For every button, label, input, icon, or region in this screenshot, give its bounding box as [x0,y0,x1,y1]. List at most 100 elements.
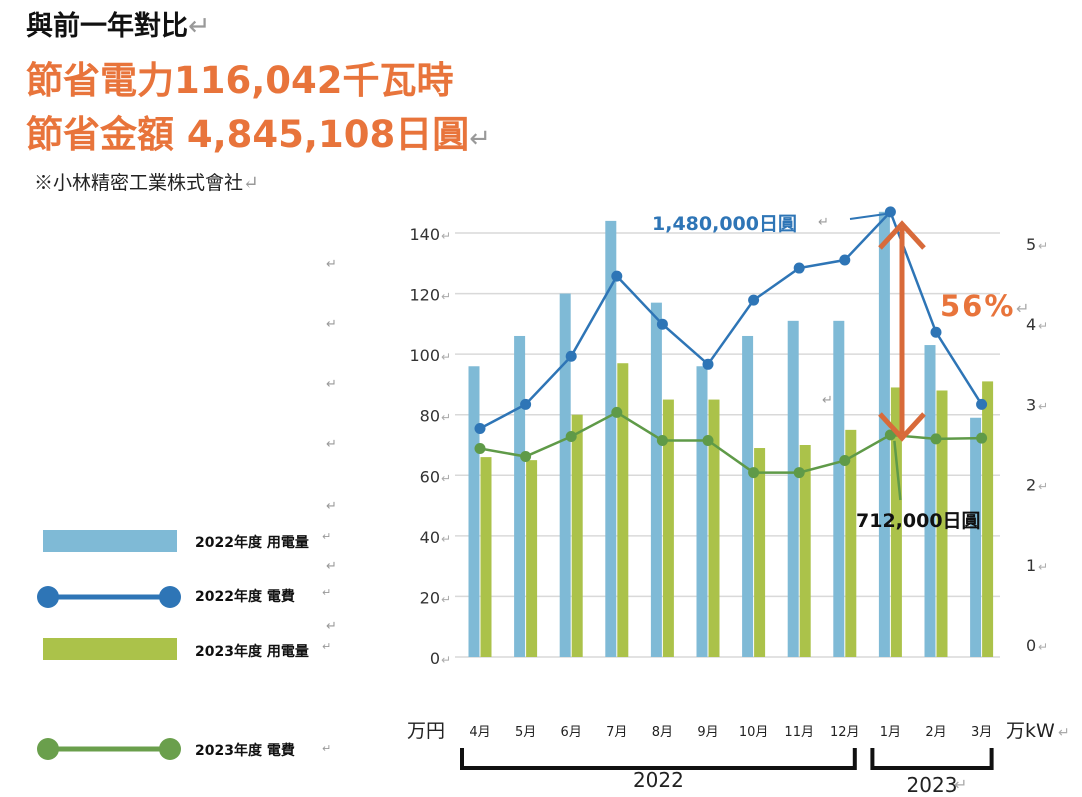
cost-saving-headline: 節省金額 4,845,108日圓↵ [26,113,492,156]
return-mark: ↵ [322,640,331,653]
x-tick-label: 4月 [469,725,490,740]
bar-2022-usage [742,335,754,657]
year-label: 2023 [907,773,958,797]
return-mark: ↵ [326,499,337,514]
left-tick-label: 40 [420,528,440,547]
bar-2023-usage [662,399,674,657]
return-mark: ↵ [954,775,967,794]
return-mark: ↵ [441,229,451,243]
cost-2023-point [520,451,532,463]
bar-2023-usage [799,445,811,657]
return-mark: ↵ [441,350,451,364]
left-tick-label: 80 [420,407,440,426]
return-mark: ↵ [1038,640,1048,654]
cost-2023-point [839,455,851,467]
year-bracket [460,748,857,770]
return-mark: ↵ [1058,725,1070,741]
right-tick-label: 0 [1026,636,1036,655]
bar-2022-usage [696,366,708,657]
cost-2022-point [702,358,714,370]
annotation-peak-2022: 1,480,000日圓 [652,213,797,235]
x-tick-label: 6月 [561,725,582,740]
bar-2023-usage [526,460,538,657]
cost-2023-point [565,430,577,442]
bar-2022-usage [924,345,936,657]
bar-2022-usage [787,320,799,657]
legend-label-2022-cost: 2022年度 電費 [195,589,295,605]
return-mark: ↵ [1038,239,1048,253]
return-mark: ↵ [441,592,451,606]
return-mark: ↵ [326,317,337,332]
right-tick-label: 3 [1026,395,1036,414]
bar-2022-usage [514,335,526,657]
year-label: 2022 [633,768,684,792]
x-tick-label: 12月 [830,725,860,740]
cost-2022-point [793,262,805,274]
bar-2023-usage [936,390,948,657]
left-tick-label: 140 [409,225,440,244]
cost-2022-point [565,350,577,362]
return-mark: ↵ [441,532,451,546]
annotation-peak-2023: 712,000日圓 [856,510,981,532]
left-tick-label: 20 [420,588,440,607]
return-mark: ↵ [1016,299,1029,318]
cost-2022-point [976,398,988,410]
left-axis-label: 万円 [407,720,445,742]
cost-2023-line [479,410,982,474]
bar-2023-usage [708,399,720,657]
cost-2023-point [702,434,714,446]
legend-label-2023-usage: 2023年度 用電量 [195,644,309,660]
return-mark: ↵ [322,530,331,543]
year-bracket [870,748,994,770]
return-mark: ↵ [441,653,451,667]
x-tick-label: 11月 [784,725,814,740]
x-tick-label: 10月 [739,725,769,740]
return-mark: ↵ [326,437,337,452]
bar-2023-usage [890,387,902,657]
return-mark: ↵ [441,290,451,304]
cost-2023-point [748,467,760,479]
return-mark: ↵ [1038,399,1048,413]
return-mark: ↵ [1038,480,1048,494]
return-mark: ↵ [1038,319,1048,333]
left-tick-label: 0 [430,649,440,668]
bar-2023-usage [754,448,766,657]
left-tick-label: 120 [409,286,440,305]
x-tick-label: 5月 [515,725,536,740]
cost-2023-point [611,406,623,418]
return-mark: ↵ [326,377,337,392]
return-mark: ↵ [322,586,331,599]
legend-line-2023-cost [37,738,181,760]
return-mark: ↵ [818,215,829,230]
cost-2022-point [930,326,942,338]
right-tick-label: 1 [1026,556,1036,575]
bar-2022-usage [833,320,845,657]
bar-2022-usage [970,417,982,657]
reduction-arrow-head-top [878,220,926,250]
x-tick-label: 3月 [971,725,992,740]
cost-2023-point [793,467,805,479]
return-mark: ↵ [322,742,331,755]
cost-2022-point [656,318,668,330]
return-mark: ↵ [326,559,337,574]
left-tick-label: 100 [409,346,440,365]
cost-2023-point [656,434,668,446]
legend-line-2022-cost [37,586,181,608]
left-tick-label: 60 [420,467,440,486]
bar-2023-usage [617,363,629,657]
cost-2023-point [474,443,486,455]
company-name: ※小林精密工業株式會社↵ [34,172,259,194]
annotation-reduction: 56% [940,289,1015,323]
legend-swatch-2023-usage [43,638,177,660]
legend-label-2022-usage: 2022年度 用電量 [195,535,309,551]
bar-2023-usage [571,414,583,657]
legend-label-2023-cost: 2023年度 電費 [195,743,295,759]
x-tick-label: 1月 [880,725,901,740]
cost-2022-point [474,422,486,434]
bar-2022-usage [468,366,480,657]
right-tick-label: 2 [1026,476,1036,495]
x-tick-label: 8月 [652,725,673,740]
x-tick-label: 7月 [606,725,627,740]
right-axis-label: 万kW [1006,720,1055,742]
